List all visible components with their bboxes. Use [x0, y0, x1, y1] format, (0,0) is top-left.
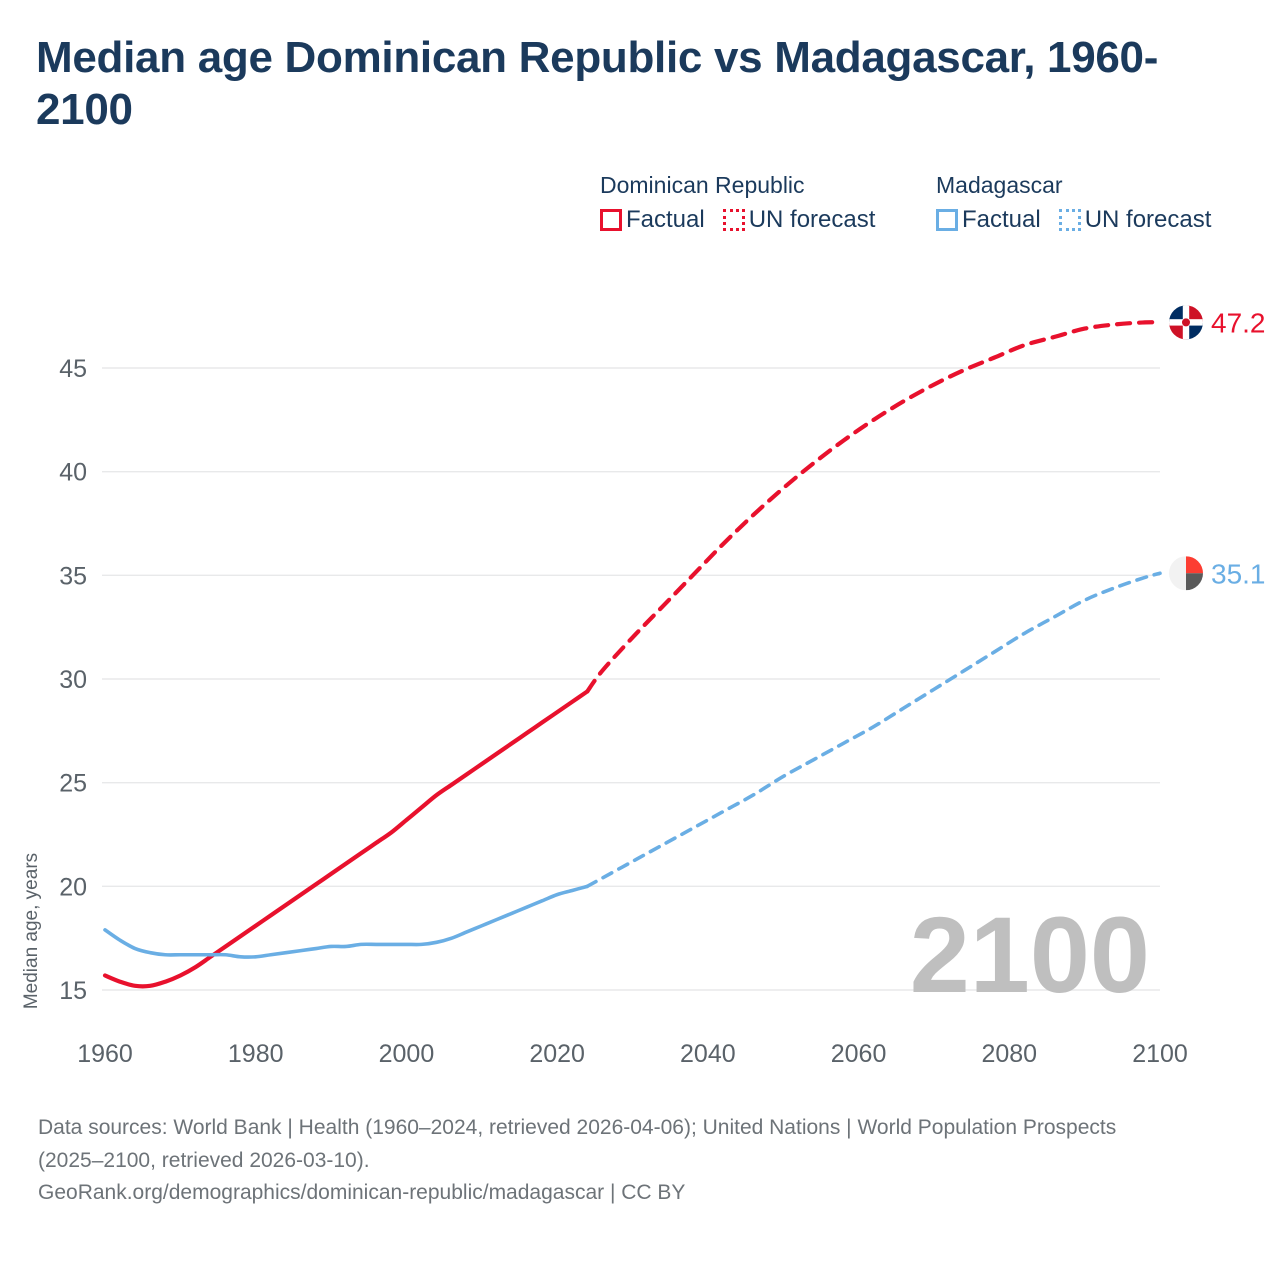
x-tick-label: 2020	[529, 1040, 585, 1068]
x-axis-labels: 1960 1980 2000 2020 2040 2060 2080 2100	[0, 1040, 1280, 1080]
x-tick-label: 2060	[830, 1040, 887, 1068]
chart-legend: Dominican Republic Factual UN forecast M…	[600, 172, 1260, 232]
series-line-madagascar-forecast	[585, 571, 1162, 889]
legend-country-label: Madagascar	[936, 172, 1063, 198]
legend-swatch-solid-red-icon	[600, 208, 622, 231]
footer-attribution[interactable]: GeoRank.org/demographics/dominican-repub…	[38, 1181, 686, 1205]
legend-item-label: Factual	[626, 205, 705, 233]
y-tick-label: 25	[59, 770, 87, 798]
legend-item-label: Factual	[962, 205, 1041, 233]
series-layer	[102, 320, 1163, 989]
y-tick-label: 40	[59, 459, 87, 487]
line-chart: 15 20 25 30 35 40 45 2100 47.2 35.1	[59, 305, 1266, 1015]
year-watermark: 2100	[910, 894, 1150, 1015]
gridlines	[102, 367, 1160, 991]
legend-item-mg-factual[interactable]: Factual	[936, 205, 1041, 233]
end-label-madagascar: 35.1	[1211, 558, 1266, 589]
x-tick-label: 2100	[1132, 1040, 1188, 1068]
y-tick-labels: 15 20 25 30 35 40 45	[59, 355, 87, 1005]
footer-data-sources: Data sources: World Bank | Health (1960–…	[38, 1116, 1117, 1172]
x-tick-label: 1960	[77, 1040, 133, 1068]
y-tick-label: 20	[59, 873, 87, 901]
legend-swatch-dotted-blue-icon	[1058, 208, 1081, 231]
legend-item-dr-factual[interactable]: Factual	[600, 205, 705, 233]
y-tick-label: 30	[59, 666, 87, 694]
end-label-dominican-republic: 47.2	[1211, 307, 1266, 338]
legend-country-label: Dominican Republic	[600, 172, 805, 198]
legend-swatch-solid-blue-icon	[936, 208, 958, 231]
legend-group-madagascar: Madagascar Factual UN forecast	[936, 172, 1256, 232]
x-tick-label: 2080	[981, 1040, 1038, 1068]
flag-marker-madagascar-icon	[1169, 556, 1203, 591]
series-line-dominican-republic-forecast	[585, 320, 1163, 694]
legend-item-label: UN forecast	[1084, 205, 1212, 233]
series-line-madagascar-factual	[103, 884, 590, 959]
legend-item-mg-forecast[interactable]: UN forecast	[1058, 205, 1212, 233]
legend-item-label: UN forecast	[748, 205, 876, 233]
plot-area: 15 20 25 30 35 40 45 2100 47.2 35.1 Median age…	[0, 280, 1280, 1040]
y-tick-label: 35	[59, 562, 87, 590]
y-tick-label: 45	[59, 355, 87, 383]
x-tick-label: 1980	[227, 1040, 284, 1068]
chart-title: Median age Dominican Republic vs Madagas…	[36, 33, 1159, 134]
legend-swatch-dotted-red-icon	[722, 208, 745, 231]
series-line-dominican-republic-factual	[102, 689, 590, 989]
end-markers	[1169, 305, 1203, 591]
x-tick-label: 2040	[680, 1040, 736, 1068]
x-tick-label: 2000	[378, 1040, 435, 1068]
legend-item-dr-forecast[interactable]: UN forecast	[722, 205, 876, 233]
flag-marker-dominican-republic-icon	[1169, 305, 1203, 340]
legend-group-dominican-republic: Dominican Republic Factual UN forecast	[600, 172, 936, 232]
chart-footer: Data sources: World Bank | Health (1960–…	[38, 1112, 1218, 1210]
y-tick-label: 15	[59, 977, 87, 1005]
